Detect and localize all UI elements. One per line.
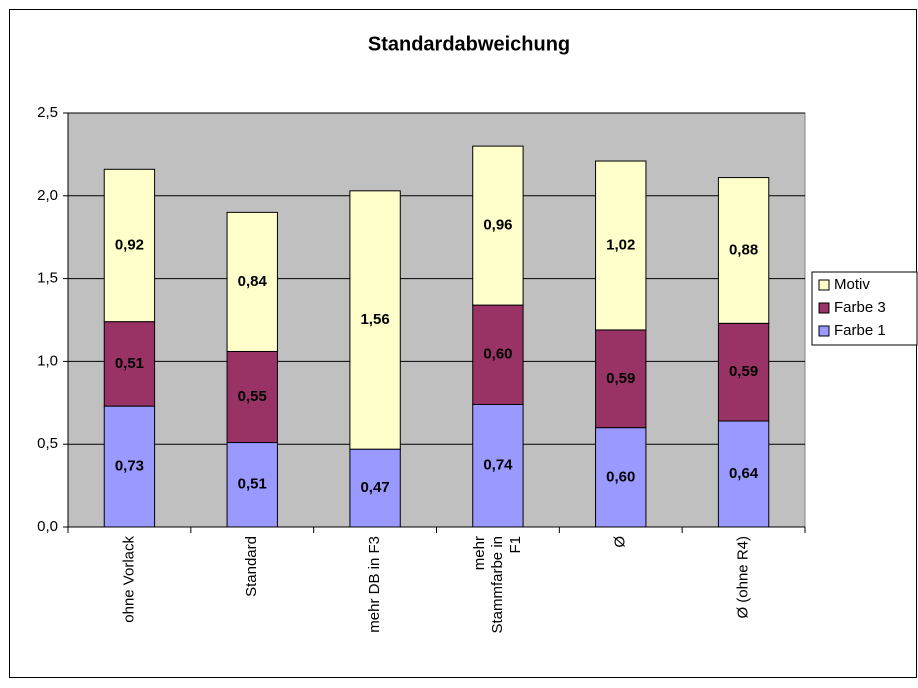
y-tick-label: 2,5 bbox=[37, 104, 58, 121]
y-tick-label: 0,5 bbox=[37, 435, 58, 452]
value-label: 0,73 bbox=[115, 458, 144, 475]
value-label: 0,47 bbox=[360, 479, 389, 496]
chart-title: Standardabweichung bbox=[368, 33, 570, 55]
bar-segment bbox=[226, 350, 278, 444]
bar-segment bbox=[226, 442, 278, 528]
bar-segment bbox=[717, 322, 770, 422]
y-tick-label: 0,0 bbox=[37, 518, 58, 535]
legend-swatch bbox=[818, 302, 830, 314]
y-tick-label: 1,0 bbox=[37, 352, 58, 369]
bar-segment bbox=[472, 403, 524, 528]
x-tick-label: Standard bbox=[243, 536, 260, 597]
bar-segment bbox=[472, 145, 524, 306]
value-label: 0,55 bbox=[238, 388, 267, 405]
bar-segment bbox=[103, 168, 156, 323]
legend-swatch bbox=[818, 279, 830, 291]
value-label: 1,56 bbox=[360, 311, 389, 328]
value-label: 1,02 bbox=[606, 236, 635, 253]
value-label: 0,60 bbox=[606, 468, 635, 485]
bar-segment bbox=[595, 427, 647, 528]
bar-segment bbox=[103, 405, 156, 528]
value-label: 0,64 bbox=[729, 465, 759, 482]
x-tick-label: Ø (ohne R4) bbox=[735, 536, 752, 619]
value-label: 0,59 bbox=[606, 370, 635, 387]
value-label: 0,51 bbox=[115, 355, 144, 372]
bar-segment bbox=[226, 211, 278, 352]
value-label: 0,51 bbox=[238, 476, 267, 493]
x-tick-label: ohne Vorlack bbox=[120, 536, 137, 623]
bar-segment bbox=[717, 177, 770, 324]
y-tick-label: 1,5 bbox=[37, 270, 58, 287]
bar-segment bbox=[595, 160, 647, 331]
value-label: 0,96 bbox=[483, 217, 512, 234]
legend-label: Farbe 1 bbox=[834, 322, 886, 339]
bar-segment bbox=[349, 448, 401, 528]
legend-swatch bbox=[818, 325, 830, 337]
value-label: 0,74 bbox=[483, 457, 513, 474]
value-label: 0,59 bbox=[729, 363, 758, 380]
y-tick-label: 2,0 bbox=[37, 187, 58, 204]
legend-label: Motiv bbox=[834, 276, 870, 293]
x-tick-label: mehr DB in F3 bbox=[366, 536, 383, 633]
value-label: 0,60 bbox=[483, 346, 512, 363]
plot-area bbox=[67, 112, 806, 528]
value-label: 0,92 bbox=[115, 236, 144, 253]
x-tick-label: Ø bbox=[612, 536, 629, 548]
bar-segment bbox=[349, 190, 401, 450]
value-label: 0,84 bbox=[238, 273, 268, 290]
legend-label: Farbe 3 bbox=[834, 299, 886, 316]
x-tick-label: mehrStammfarbe inF1 bbox=[471, 536, 524, 634]
bar-segment bbox=[595, 329, 647, 429]
value-label: 0,88 bbox=[729, 241, 758, 258]
